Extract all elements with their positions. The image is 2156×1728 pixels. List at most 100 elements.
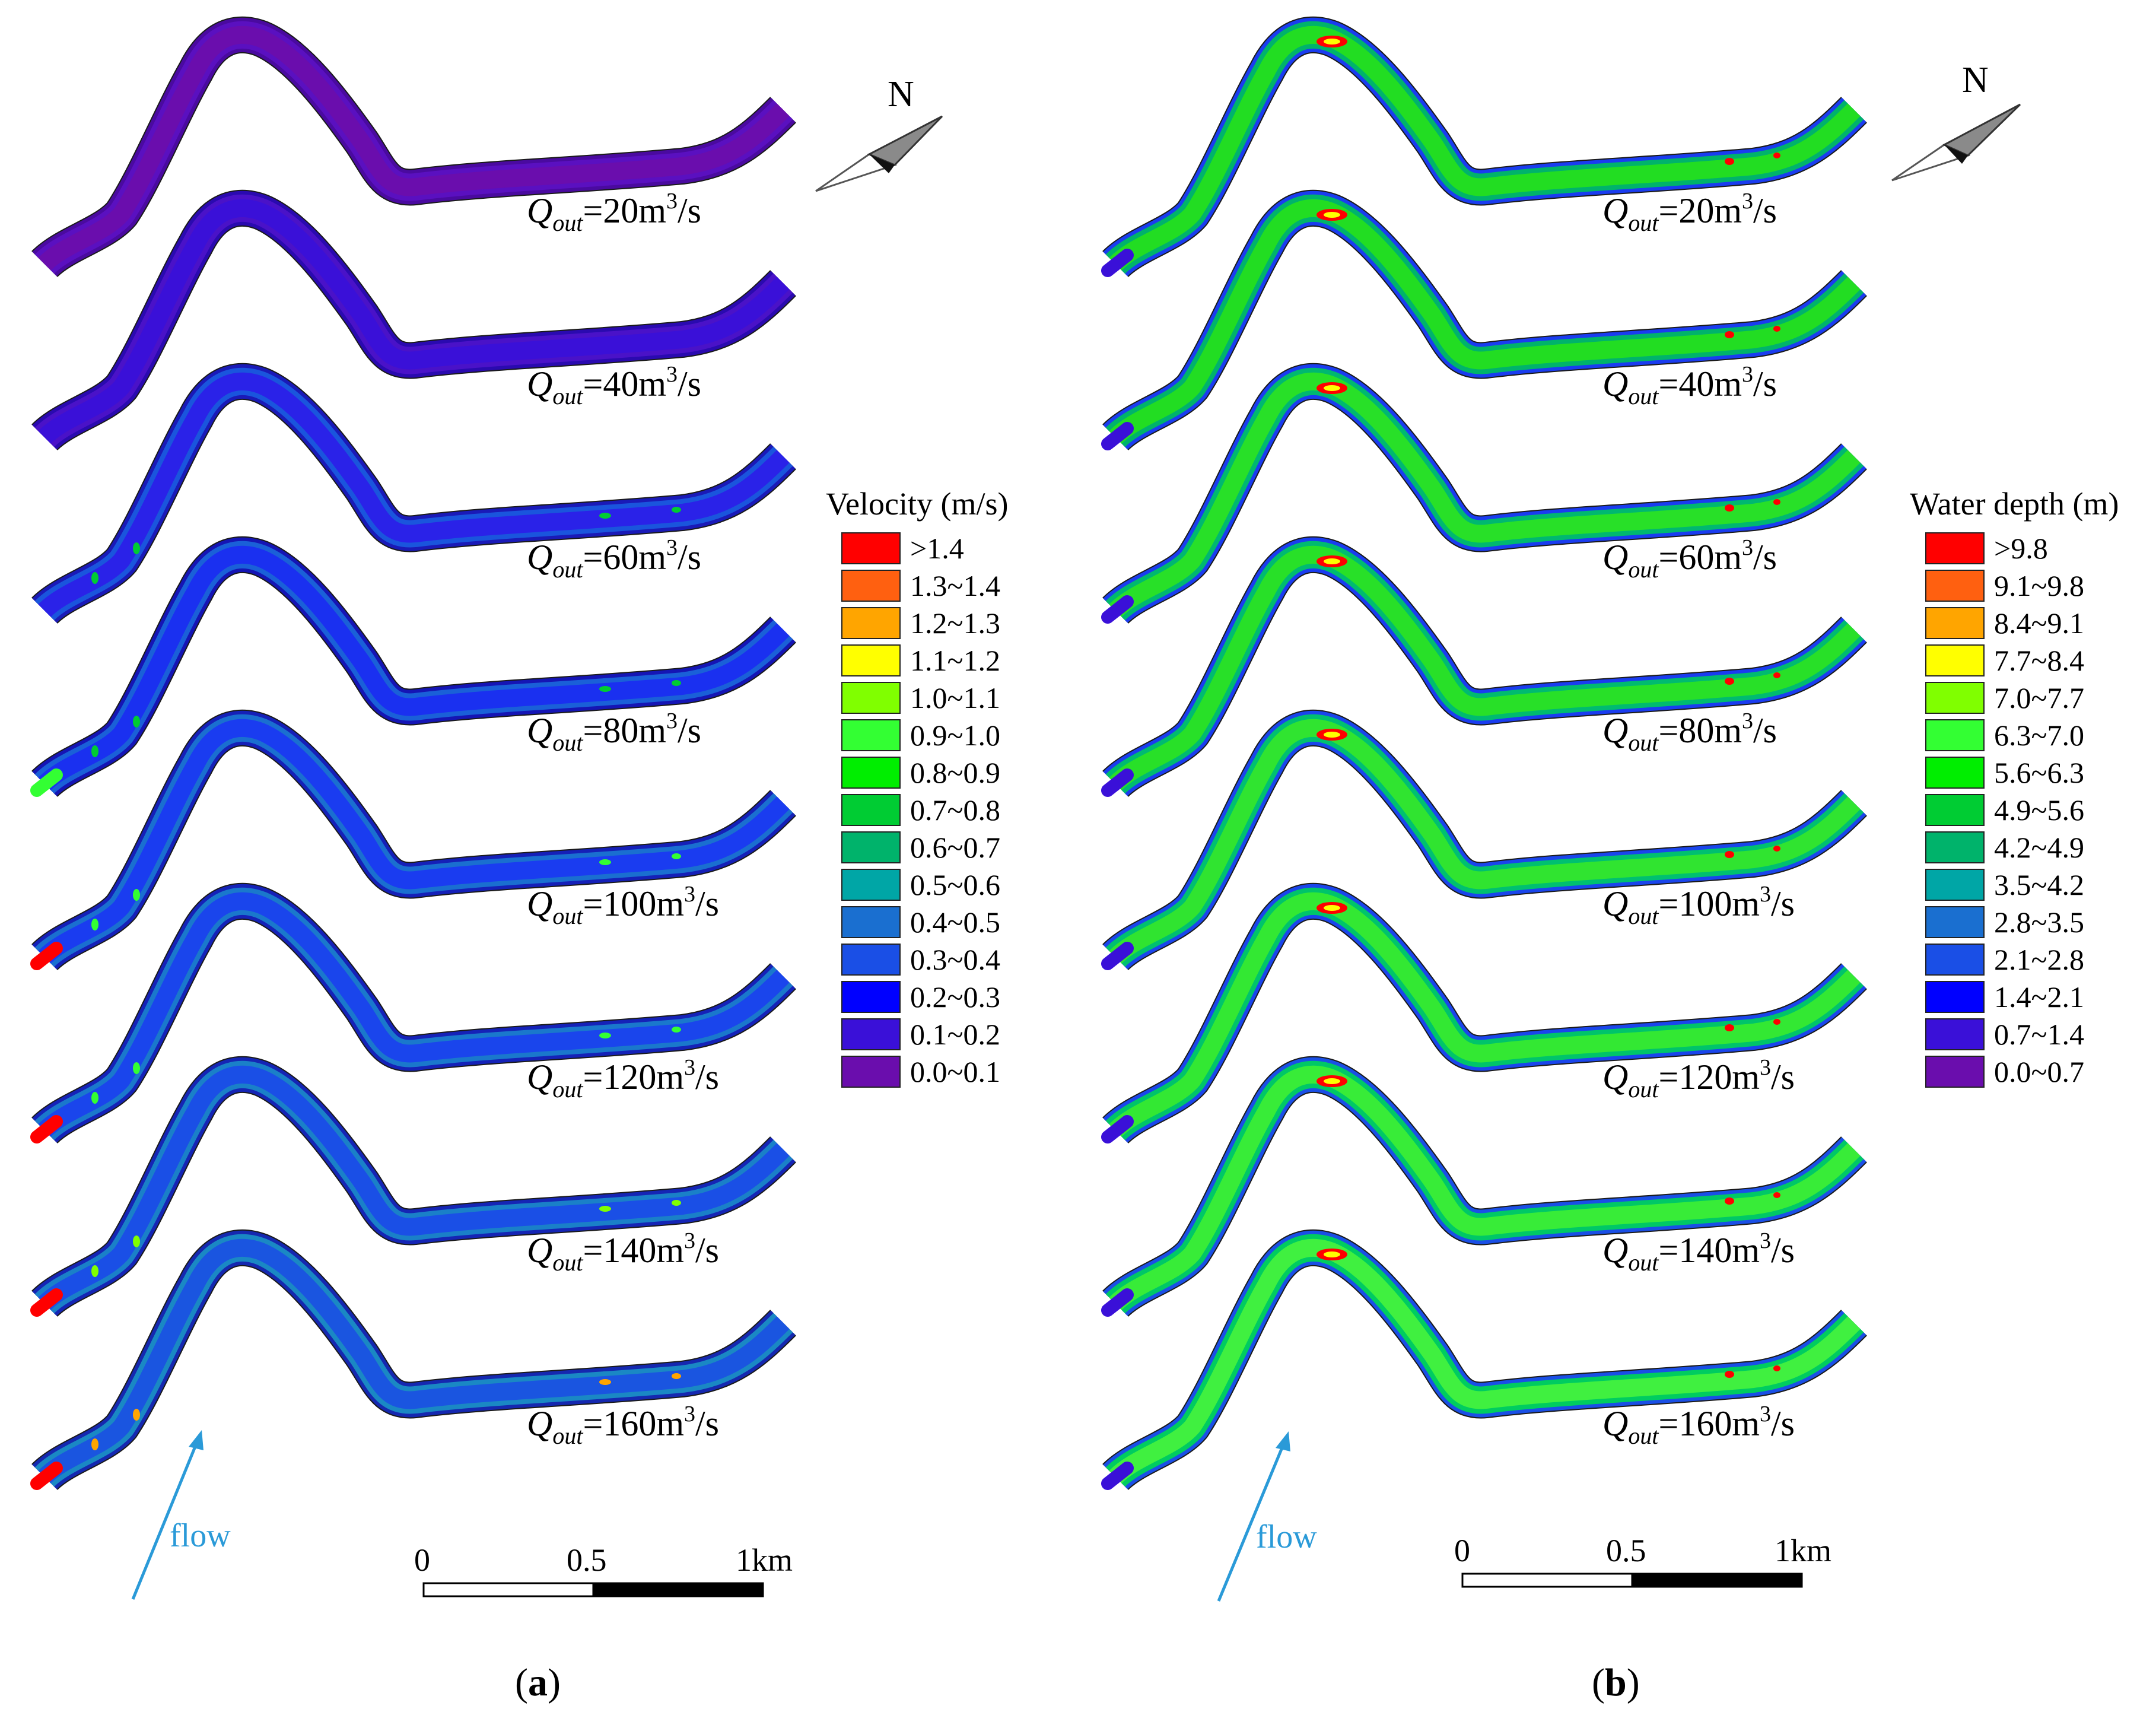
legend-row: 3.5~4.2 xyxy=(1925,866,2119,903)
scenario-label: Qout=60m3/s xyxy=(527,535,702,583)
river-channel-map xyxy=(1101,189,1867,451)
legend-label: 4.9~5.6 xyxy=(1994,793,2085,827)
scale-tick: 0.5 xyxy=(567,1542,607,1578)
legend-label: 0.3~0.4 xyxy=(910,942,1001,976)
legend-label: 0.1~0.2 xyxy=(910,1017,1001,1051)
scale-tick: 1km xyxy=(1775,1533,1832,1568)
legend-swatch xyxy=(1925,943,1985,976)
north-label: N xyxy=(888,74,914,115)
river-channel-map xyxy=(31,16,796,278)
legend-row: 8.4~9.1 xyxy=(1925,604,2119,641)
legend-swatch xyxy=(841,980,901,1013)
legend-title: Water depth (m) xyxy=(1910,486,2119,522)
legend-label: >1.4 xyxy=(910,531,964,565)
legend-swatch xyxy=(1925,1055,1985,1088)
legend-swatch xyxy=(1925,868,1985,901)
flow-label: flow xyxy=(170,1517,231,1554)
river-channel-map xyxy=(31,189,796,451)
legend-label: >9.8 xyxy=(1994,531,2048,565)
legend-swatch xyxy=(841,719,901,751)
legend-row: 0.6~0.7 xyxy=(841,828,1008,866)
river-channel-map xyxy=(1101,363,1867,624)
north-arrow xyxy=(1891,103,2021,182)
legend-row: 0.7~1.4 xyxy=(1925,1015,2119,1053)
legend-row: 5.6~6.3 xyxy=(1925,754,2119,791)
flow-arrow xyxy=(131,1430,203,1600)
river-channel-map xyxy=(30,536,796,798)
scenario-label: Qout=40m3/s xyxy=(527,362,702,409)
legend-label: 0.0~0.7 xyxy=(1994,1054,2085,1088)
legend-row: >9.8 xyxy=(1925,529,2119,567)
legend-label: 1.0~1.1 xyxy=(910,681,1001,714)
legend-label: 0.9~1.0 xyxy=(910,718,1001,752)
depth-river-maps xyxy=(1101,16,2021,1602)
legend-label: 9.1~9.8 xyxy=(1994,568,2085,602)
scale-tick: 1km xyxy=(736,1542,793,1578)
scenario-label: Qout=40m3/s xyxy=(1602,362,1777,409)
scale-bar xyxy=(422,1582,764,1597)
legend-row: 0.0~0.1 xyxy=(841,1053,1008,1090)
river-channel-map xyxy=(30,1056,796,1317)
legend-row: 7.0~7.7 xyxy=(1925,679,2119,716)
legend-label: 1.3~1.4 xyxy=(910,568,1001,602)
legend-row: 0.9~1.0 xyxy=(841,716,1008,754)
river-channel-map xyxy=(30,1229,796,1491)
river-channel-map xyxy=(1101,1229,1867,1491)
legend-row: 0.5~0.6 xyxy=(841,866,1008,903)
legend-swatch xyxy=(1925,831,1985,863)
legend-swatch xyxy=(841,644,901,676)
panel-caption: (a) xyxy=(515,1661,561,1704)
legend-row: 0.4~0.5 xyxy=(841,903,1008,941)
legend-label: 4.2~4.9 xyxy=(1994,830,2085,864)
legend-row: 6.3~7.0 xyxy=(1925,716,2119,754)
legend-row: 0.0~0.7 xyxy=(1925,1053,2119,1090)
scenario-label: Qout=60m3/s xyxy=(1602,535,1777,583)
flow-arrow xyxy=(1217,1431,1290,1602)
legend-row: 0.8~0.9 xyxy=(841,754,1008,791)
legend-label: 2.8~3.5 xyxy=(1994,905,2085,939)
legend-row: 0.1~0.2 xyxy=(841,1015,1008,1053)
legend-swatch xyxy=(841,1018,901,1050)
legend-swatch xyxy=(1925,1018,1985,1050)
legend-swatch xyxy=(1925,719,1985,751)
legend-swatch xyxy=(841,943,901,976)
legend-swatch xyxy=(1925,756,1985,789)
river-channel-map xyxy=(1101,882,1867,1144)
north-label: N xyxy=(1962,60,1989,100)
scenario-label: Qout=120m3/s xyxy=(1602,1055,1795,1103)
legend-title: Velocity (m/s) xyxy=(826,486,1009,522)
legend-label: 0.7~1.4 xyxy=(1994,1017,2085,1051)
legend-row: 1.3~1.4 xyxy=(841,567,1008,604)
legend-row: 2.8~3.5 xyxy=(1925,903,2119,941)
scale-bar xyxy=(1461,1573,1803,1588)
scale-tick: 0 xyxy=(1454,1533,1470,1568)
water-depth-legend: Water depth (m) >9.8 9.1~9.8 8.4~9.1 7.7… xyxy=(1910,485,2119,1090)
legend-row: 7.7~8.4 xyxy=(1925,641,2119,679)
legend-label: 3.5~4.2 xyxy=(1994,868,2085,901)
legend-label: 0.2~0.3 xyxy=(910,980,1001,1014)
panel-caption: (b) xyxy=(1592,1661,1640,1704)
legend-row: 1.2~1.3 xyxy=(841,604,1008,641)
river-channel-map xyxy=(1101,16,1867,278)
scenario-label: Qout=120m3/s xyxy=(527,1055,720,1103)
scenario-label: Qout=140m3/s xyxy=(527,1228,720,1276)
panel-water-depth: Qout=20m3/s Qout=40m3/s Qout=60m3/s Qout… xyxy=(1078,0,2156,1728)
legend-swatch xyxy=(841,569,901,602)
legend-swatch xyxy=(1925,681,1985,714)
legend-swatch xyxy=(841,906,901,938)
legend-label: 0.5~0.6 xyxy=(910,868,1001,901)
legend-label: 7.0~7.7 xyxy=(1994,681,2085,714)
legend-label: 6.3~7.0 xyxy=(1994,718,2085,752)
legend-swatch xyxy=(841,831,901,863)
legend-row: >1.4 xyxy=(841,529,1008,567)
legend-swatch xyxy=(841,756,901,789)
flow-label: flow xyxy=(1256,1519,1317,1555)
legend-row: 1.1~1.2 xyxy=(841,641,1008,679)
legend-swatch xyxy=(1925,793,1985,826)
scale-tick: 0.5 xyxy=(1606,1533,1646,1568)
scenario-label: Qout=160m3/s xyxy=(1602,1402,1795,1449)
scenario-label: Qout=100m3/s xyxy=(1602,882,1795,929)
legend-swatch xyxy=(841,1055,901,1088)
legend-swatch xyxy=(1925,906,1985,938)
river-channel-map xyxy=(30,709,796,971)
